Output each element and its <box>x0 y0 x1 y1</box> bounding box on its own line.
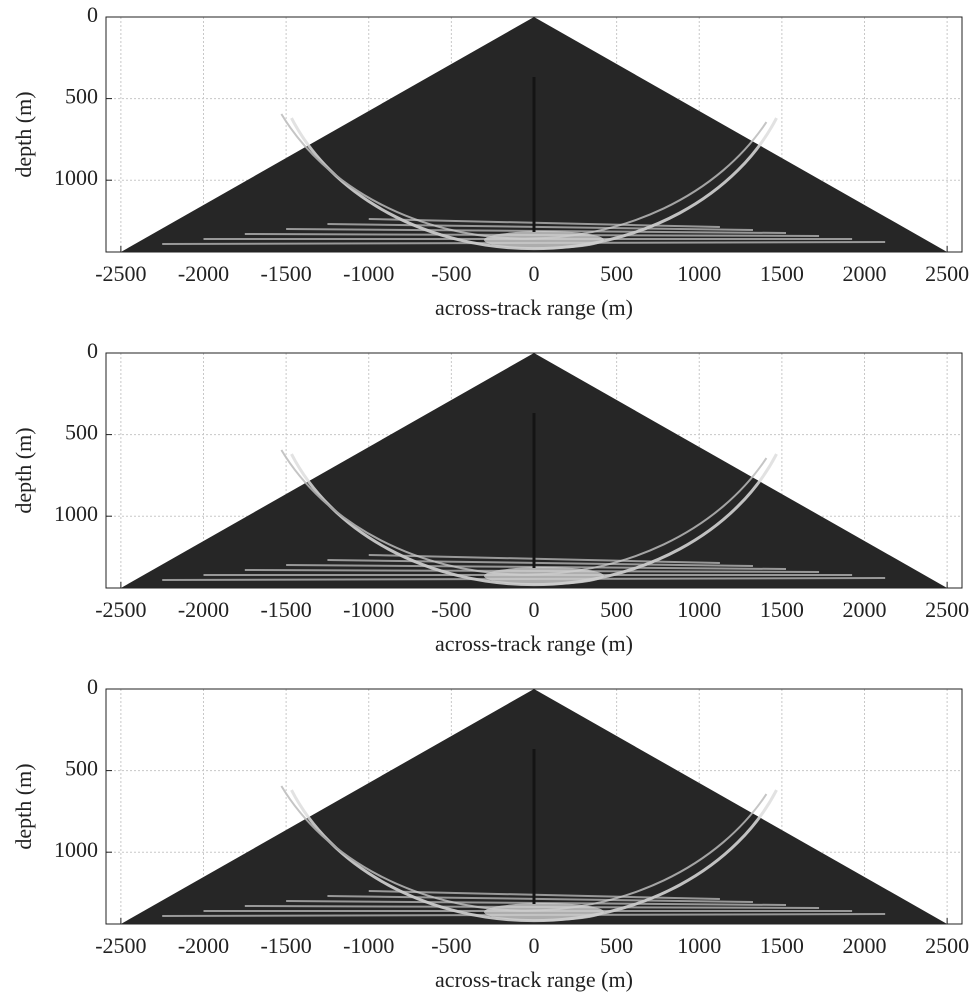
y-axis-label: depth (m) <box>11 427 36 513</box>
x-tick-label: 0 <box>529 597 540 622</box>
sonar-texture <box>162 413 886 587</box>
axes-box <box>105 16 963 253</box>
x-tick-label: 2500 <box>925 261 969 286</box>
x-tick-label: 2000 <box>843 261 887 286</box>
x-tick-label: -2500 <box>95 597 146 622</box>
y-tick-label: 0 <box>87 2 98 27</box>
x-tick-label: -1000 <box>343 597 394 622</box>
y-tick-label: 1000 <box>54 501 98 526</box>
x-tick-label: -1000 <box>343 933 394 958</box>
x-tick-label: -1000 <box>343 261 394 286</box>
y-tick-label: 1000 <box>54 165 98 190</box>
x-tick-label: 500 <box>600 261 633 286</box>
nadir-glow <box>484 567 604 585</box>
x-axis-label: across-track range (m) <box>435 967 633 992</box>
sonar-texture <box>162 77 886 251</box>
x-tick-label: -2500 <box>95 261 146 286</box>
x-tick-label: 0 <box>529 933 540 958</box>
streak <box>286 228 787 234</box>
x-tick-label: 1500 <box>760 597 804 622</box>
x-tick-label: 500 <box>600 933 633 958</box>
x-tick-label: 2500 <box>925 597 969 622</box>
nadir-glow <box>484 903 604 921</box>
y-tick-label: 500 <box>65 420 98 445</box>
x-tick-label: -1500 <box>260 597 311 622</box>
y-tick-label: 0 <box>87 338 98 363</box>
y-axis-label: depth (m) <box>11 91 36 177</box>
x-tick-label: 2000 <box>843 933 887 958</box>
x-tick-label: 500 <box>600 597 633 622</box>
sonar-texture <box>162 749 886 923</box>
x-tick-label: 1500 <box>760 933 804 958</box>
axes-box <box>105 352 963 589</box>
x-tick-label: -2000 <box>178 261 229 286</box>
y-axis-label: depth (m) <box>11 763 36 849</box>
streak <box>368 554 720 564</box>
streak <box>327 223 753 231</box>
axes-box <box>105 688 963 925</box>
streak <box>286 564 787 570</box>
streak <box>368 890 720 900</box>
x-tick-label: 0 <box>529 261 540 286</box>
x-tick-label: -500 <box>431 597 471 622</box>
x-tick-label: 1000 <box>677 933 721 958</box>
x-tick-label: 2000 <box>843 597 887 622</box>
x-tick-label: -1500 <box>260 933 311 958</box>
x-tick-label: -2500 <box>95 933 146 958</box>
x-tick-label: -2000 <box>178 597 229 622</box>
x-tick-label: -1500 <box>260 261 311 286</box>
nadir-glow <box>484 231 604 249</box>
streak <box>327 895 753 903</box>
x-tick-label: -500 <box>431 933 471 958</box>
streak <box>368 218 720 228</box>
streak <box>286 900 787 906</box>
x-axis-label: across-track range (m) <box>435 631 633 656</box>
x-tick-label: 1500 <box>760 261 804 286</box>
x-tick-label: 1000 <box>677 261 721 286</box>
y-tick-label: 500 <box>65 756 98 781</box>
x-axis-label: across-track range (m) <box>435 295 633 320</box>
x-tick-label: -500 <box>431 261 471 286</box>
x-tick-label: 2500 <box>925 933 969 958</box>
y-tick-label: 1000 <box>54 837 98 862</box>
x-tick-label: -2000 <box>178 933 229 958</box>
streak <box>327 559 753 567</box>
y-tick-label: 500 <box>65 84 98 109</box>
y-tick-label: 0 <box>87 674 98 699</box>
x-tick-label: 1000 <box>677 597 721 622</box>
